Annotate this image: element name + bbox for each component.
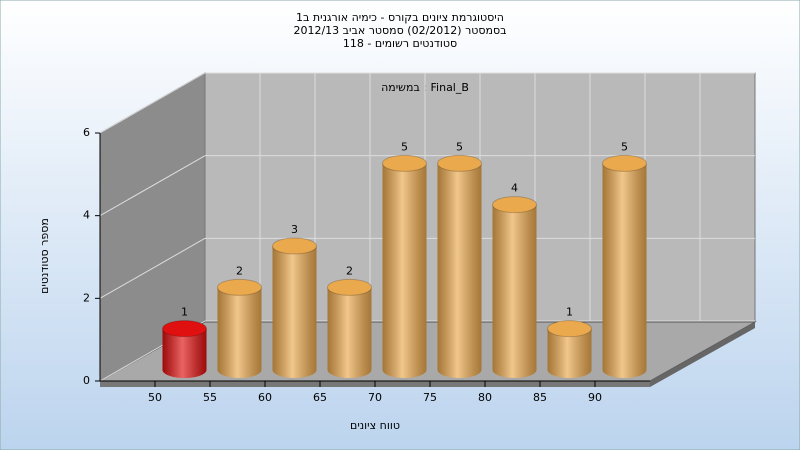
bar-top xyxy=(272,237,317,255)
value-label: 3 xyxy=(291,223,298,236)
y-tick-label: 6 xyxy=(83,126,90,139)
grid-line xyxy=(99,72,206,134)
value-label: 5 xyxy=(621,140,628,153)
floor-side xyxy=(650,322,755,387)
bar-top xyxy=(382,154,427,172)
bar-shade xyxy=(382,163,427,378)
x-axis-label: טווח ציונים xyxy=(350,419,400,432)
x-tick-label: 60 xyxy=(258,391,272,404)
x-tick-label: 50 xyxy=(148,391,162,404)
bar-top xyxy=(217,278,262,296)
value-label: 5 xyxy=(401,140,408,153)
value-label: 5 xyxy=(456,140,463,153)
x-tick-label: 75 xyxy=(423,391,437,404)
x-tick-label: 80 xyxy=(478,391,492,404)
x-tick-label: 85 xyxy=(533,391,547,404)
bar-shade xyxy=(602,163,647,378)
x-tick-label: 70 xyxy=(368,391,382,404)
title-line: סטודנטים רשומים - 118 xyxy=(343,37,457,50)
bar-top xyxy=(492,196,537,214)
bar-top xyxy=(437,154,482,172)
y-tick-label: 4 xyxy=(83,209,90,222)
bar-shade xyxy=(162,328,207,378)
grid-line xyxy=(99,237,206,299)
value-label: 2 xyxy=(236,264,243,277)
bar-top xyxy=(327,278,372,296)
bar-shade xyxy=(272,246,317,378)
bar-shade xyxy=(547,328,592,378)
x-tick-label: 65 xyxy=(313,391,327,404)
bar-top xyxy=(162,320,207,338)
value-label: 1 xyxy=(566,306,573,319)
value-label: 2 xyxy=(346,264,353,277)
y-axis-label: מספר סטודנטים xyxy=(38,218,51,294)
title-block: היסטוגרמת ציונים בקורס - כימיה אורגנית ב… xyxy=(293,11,506,50)
y-tick-label: 0 xyxy=(83,374,90,387)
x-tick-label: 55 xyxy=(203,391,217,404)
y-tick-label: 2 xyxy=(83,291,90,304)
bar-shade xyxy=(492,204,537,378)
x-tick-label: 90 xyxy=(588,391,602,404)
title-line: בסמסטר (02/2012) סמסטר אביב 2012/13 xyxy=(293,24,506,37)
value-label: 4 xyxy=(511,182,518,195)
bar-shade xyxy=(437,163,482,378)
title-line: היסטוגרמת ציונים בקורס - כימיה אורגנית ב… xyxy=(296,11,504,24)
bar-top xyxy=(547,320,592,338)
bar-shade xyxy=(327,287,372,378)
bar-top xyxy=(602,154,647,172)
bar-shade xyxy=(217,287,262,378)
grid-line xyxy=(99,155,206,217)
value-label: 1 xyxy=(181,306,188,319)
